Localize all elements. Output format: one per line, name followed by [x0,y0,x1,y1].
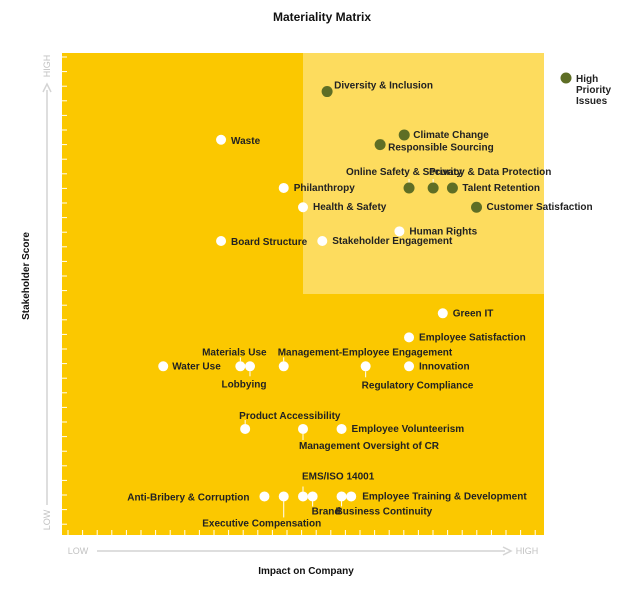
point-label-executive-compensation: Executive Compensation [202,518,321,529]
point-label-business-continuity: Business Continuity [336,506,433,517]
point-label-employee-training-development: Employee Training & Development [362,491,527,502]
chart-title: Materiality Matrix [273,10,371,24]
point-label-health-safety: Health & Safety [313,202,387,213]
point-executive-compensation[interactable] [278,491,289,502]
high-priority-region [303,53,544,294]
point-privacy-data-protection[interactable] [427,182,439,194]
point-customer-satisfaction[interactable] [471,201,483,213]
y-axis-title: Stakeholder Score [21,232,32,320]
point-philanthropy[interactable] [278,182,289,193]
point-product-accessibility[interactable] [240,423,251,434]
point-label-online-safety-security: Online Safety & Security [346,167,463,178]
point-stakeholder-engagement[interactable] [317,235,328,246]
point-label-brand: Brand [312,506,341,517]
point-label-management-oversight-of-cr: Management Oversight of CR [299,441,440,452]
legend-high-priority-label: High Priority Issues [576,74,611,107]
point-employee-volunteerism[interactable] [336,423,347,434]
point-management-oversight-of-cr[interactable] [298,423,308,434]
point-regulatory-compliance[interactable] [360,361,371,372]
point-label-waste: Waste [231,136,261,147]
y-axis-low-label: LOW [42,509,52,530]
point-responsible-sourcing[interactable] [374,139,386,151]
point-brand[interactable] [307,491,318,502]
x-axis-low-label: LOW [68,546,89,556]
point-materials-use[interactable] [235,361,246,372]
point-label-green-it: Green IT [453,308,494,319]
point-label-responsible-sourcing: Responsible Sourcing [388,143,494,154]
legend-high-priority-dot [560,72,572,84]
y-axis-arrow-icon [42,82,52,93]
point-label-regulatory-compliance: Regulatory Compliance [362,380,474,391]
legend-label-line: Issues [576,96,608,107]
data-points: Diversity & Inclusion Climate Change Respo… [127,81,592,530]
point-talent-retention[interactable] [446,182,458,194]
point-health-safety[interactable] [298,202,308,213]
point-employee-satisfaction[interactable] [404,332,415,343]
point-label-anti-bribery-corruption: Anti-Bribery & Corruption [127,492,249,503]
point-human-rights[interactable] [394,226,405,237]
point-label-human-rights: Human Rights [409,226,477,237]
point-label-lobbying: Lobbying [221,379,266,390]
y-axis-high-label: HIGH [42,55,52,78]
x-axis-high-label: HIGH [516,546,539,556]
axis-ticks [62,56,536,535]
point-label-management-employee-engagement: Management-Employee Engagement [278,347,453,358]
legend: High Priority Issues [560,72,611,107]
legend-label-line: Priority [576,85,611,96]
point-online-safety-security[interactable] [403,182,415,194]
x-axis-arrow-icon [502,546,513,556]
point-innovation[interactable] [404,361,415,372]
point-green-it[interactable] [437,308,448,319]
point-ems-iso-14001[interactable] [298,491,308,502]
point-management-employee-engagement[interactable] [278,361,289,372]
point-business-continuity[interactable] [336,491,347,502]
point-label-board-structure: Board Structure [231,237,308,248]
point-diversity-inclusion[interactable] [321,86,333,98]
point-label-talent-retention: Talent Retention [462,183,540,194]
point-label-diversity-inclusion: Diversity & Inclusion [334,81,433,92]
point-label-employee-satisfaction: Employee Satisfaction [419,332,526,343]
point-label-climate-change: Climate Change [413,130,489,141]
point-label-stakeholder-engagement: Stakeholder Engagement [332,236,453,247]
point-board-structure[interactable] [216,235,227,246]
point-label-philanthropy: Philanthropy [294,183,356,194]
point-label-innovation: Innovation [419,361,470,372]
point-water-use[interactable] [158,361,169,372]
point-climate-change[interactable] [398,129,410,141]
point-waste[interactable] [216,134,227,145]
point-label-materials-use: Materials Use [202,347,267,358]
point-employee-training-development[interactable] [346,491,357,502]
point-anti-bribery-corruption[interactable] [259,491,270,502]
point-label-employee-volunteerism: Employee Volunteerism [352,424,465,435]
legend-label-line: High [576,74,598,85]
point-label-customer-satisfaction: Customer Satisfaction [487,202,593,213]
x-axis-title: Impact on Company [258,566,354,577]
leader-lines [239,178,434,518]
point-label-ems-iso-14001: EMS/ISO 14001 [302,471,375,482]
point-label-privacy-data-protection: Privacy & Data Protection [429,167,551,178]
point-lobbying[interactable] [244,361,255,372]
point-label-product-accessibility: Product Accessibility [239,411,341,422]
point-label-water-use: Water Use [172,361,221,372]
